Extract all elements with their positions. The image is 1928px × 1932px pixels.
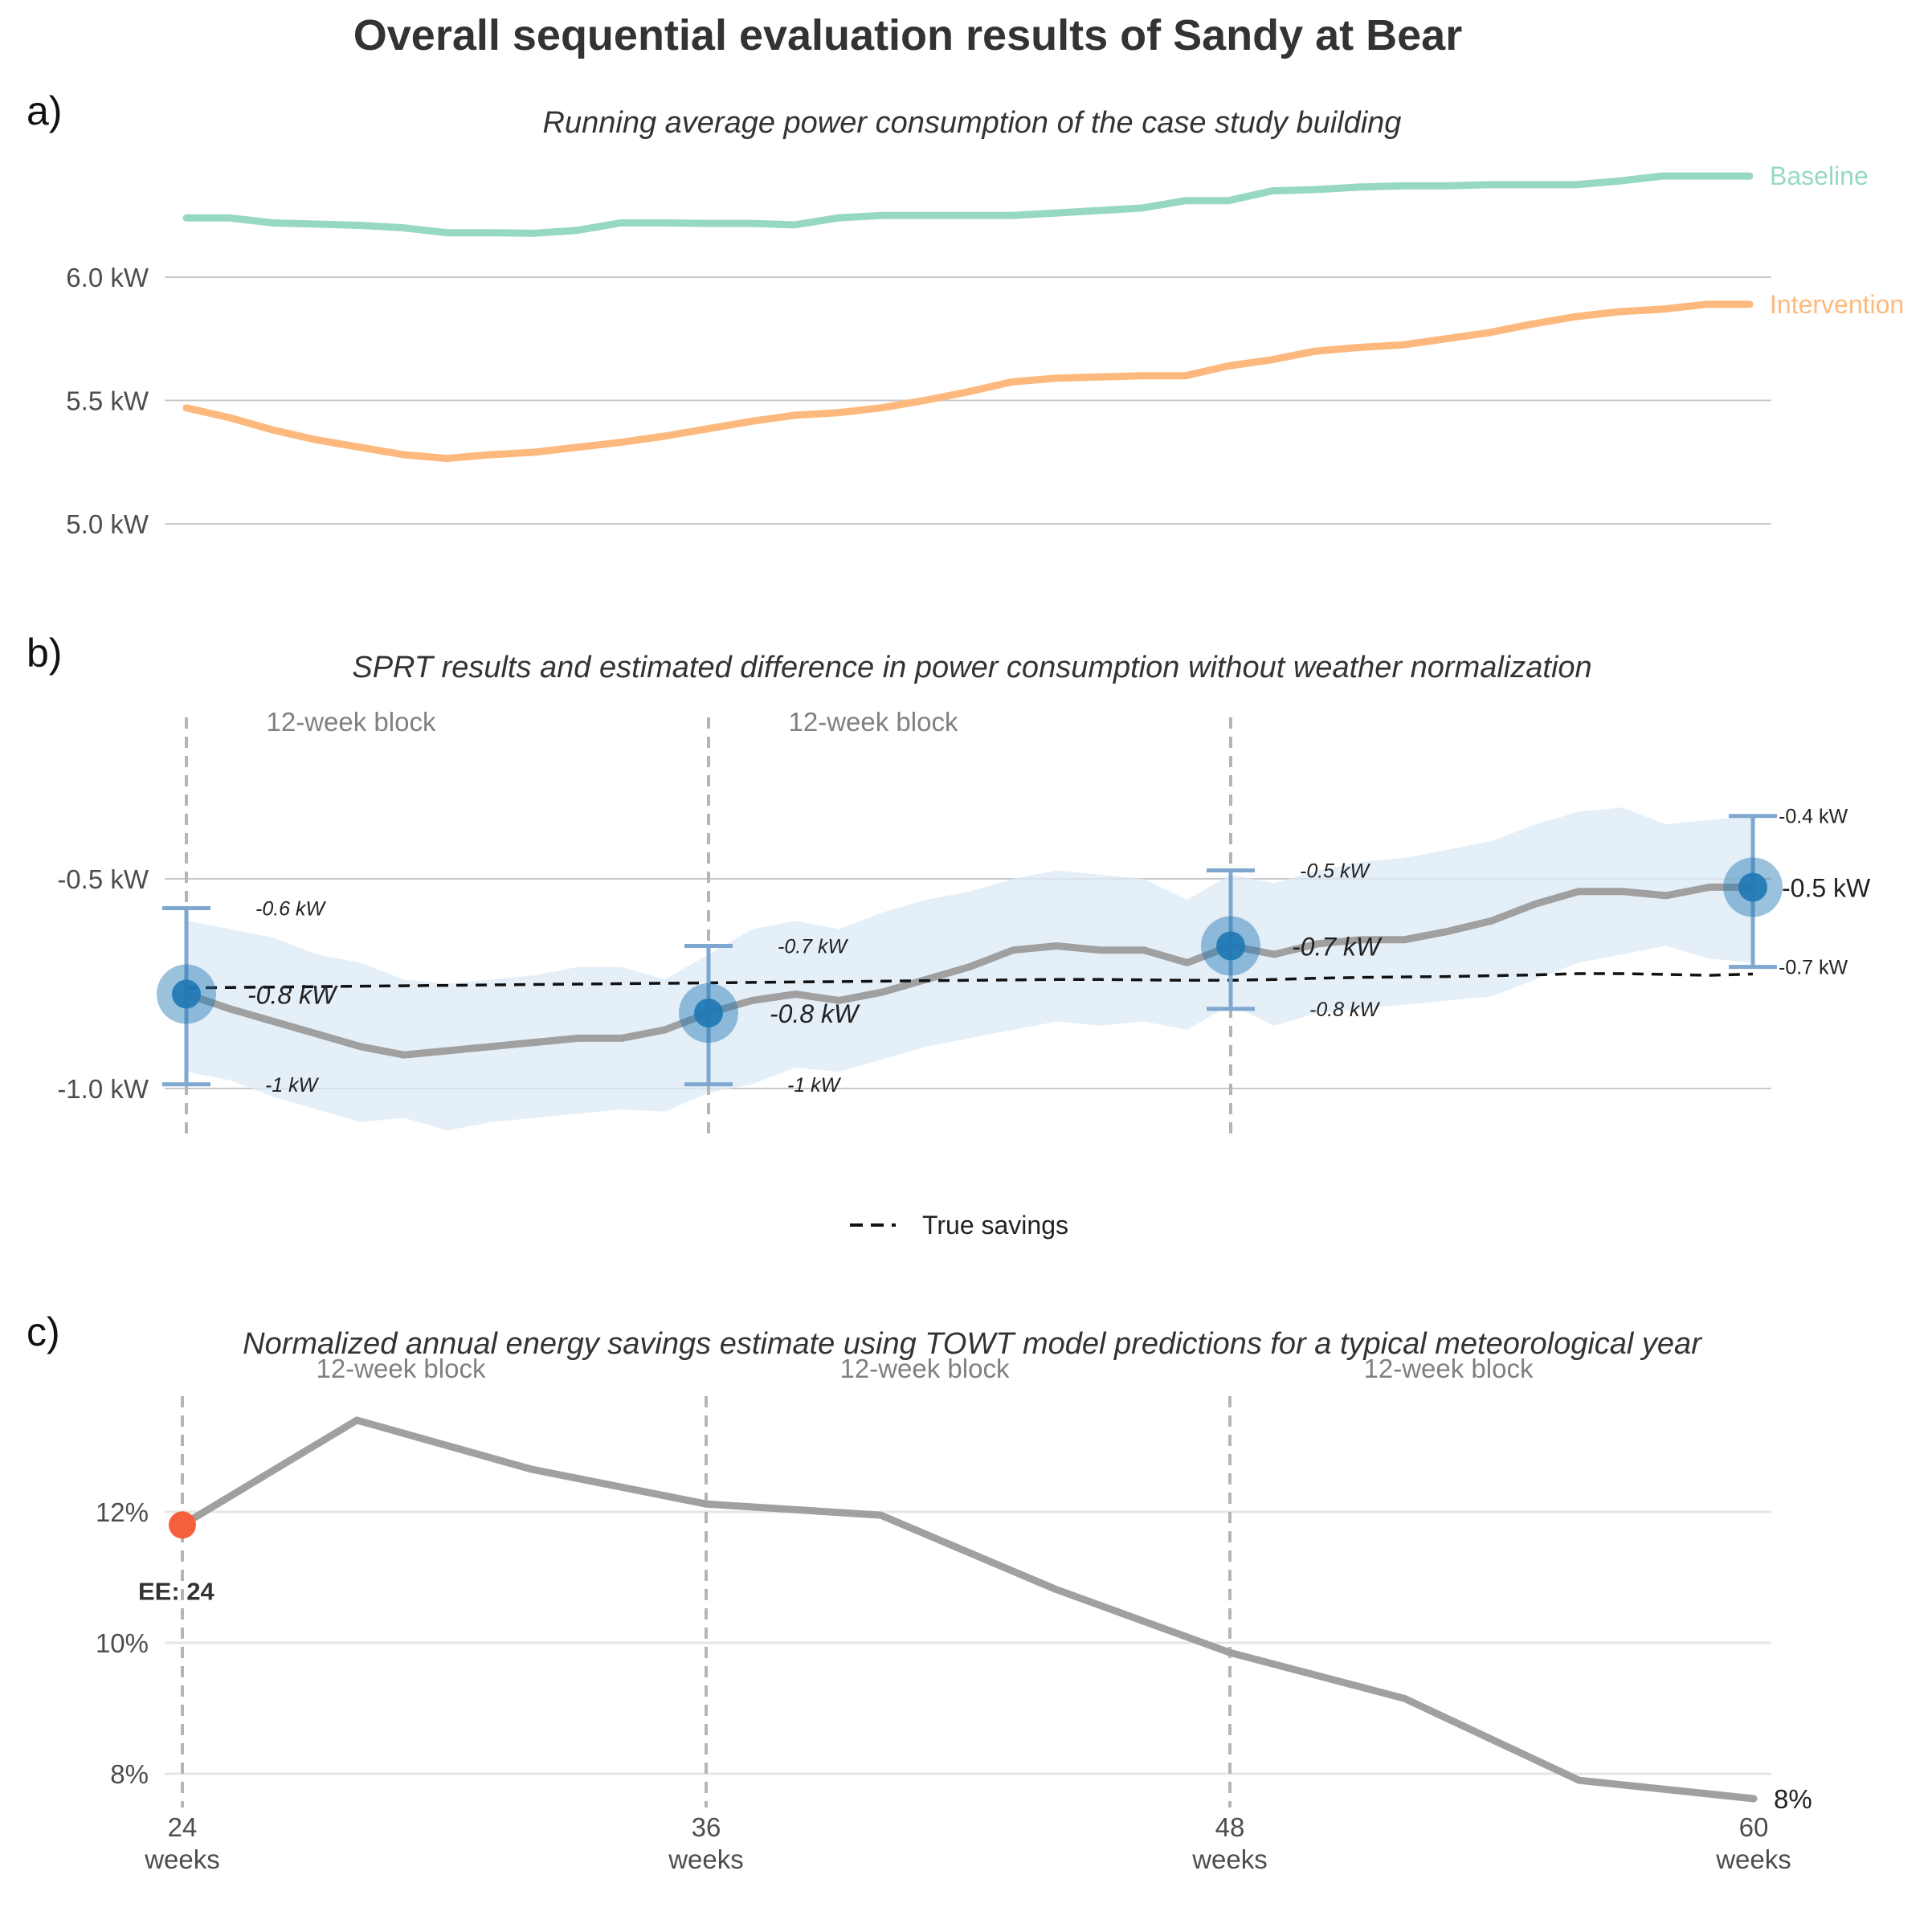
panel-b-estimate-label: -0.7 kW — [1292, 933, 1383, 962]
panel-c-xtick-label: 48 — [1215, 1812, 1245, 1842]
panel-c-xtick-unit: weeks — [1191, 1844, 1268, 1874]
panel-b-point — [1216, 931, 1245, 961]
panel-b-estimate-line — [182, 883, 1757, 1059]
panel-b-checkpoint: -0.5 kW -0.8 kW -0.7 kW — [1201, 860, 1383, 1021]
panel-b-true-savings-line — [186, 972, 1754, 990]
panel-b-estimate-label: -0.5 kW — [1782, 873, 1871, 902]
panel-b-lower-label: -0.7 kW — [1779, 957, 1848, 979]
panel-b-point — [694, 999, 723, 1028]
panel-b-ytick-label: -0.5 kW — [57, 864, 149, 894]
panel-a-subtitle: Running average power consumption of the… — [543, 106, 1402, 140]
panel-b-lower-label: -0.8 kW — [1309, 999, 1381, 1021]
panel-c-xtick-label: 24 — [168, 1812, 198, 1842]
panel-b-ytick-label: -1.0 kW — [57, 1074, 149, 1104]
panel-b-lower-label: -1 kW — [265, 1074, 320, 1097]
panel-c-letter: c) — [27, 1309, 60, 1354]
panel-c-ytick-label: 10% — [96, 1628, 149, 1658]
panel-b-checkpoint: -0.6 kW -1 kW -0.8 kW — [157, 898, 338, 1097]
panel-c-ee-label: EE: 24 — [138, 1577, 215, 1605]
panel-a-ytick-label: 5.5 kW — [66, 386, 149, 416]
panel-b-estimate-label: -0.8 kW — [247, 981, 338, 1010]
figure-title: Overall sequential evaluation results of… — [353, 11, 1462, 59]
panel-a-series-intervention-line — [182, 300, 1754, 463]
panel-c-block-label: 12-week block — [840, 1354, 1010, 1383]
panel-c-ee-point — [169, 1511, 196, 1539]
panel-c-xtick-unit: weeks — [144, 1844, 220, 1874]
panel-c: c) Normalized annual energy savings esti… — [27, 1309, 1812, 1874]
panel-c-xtick-label: 60 — [1739, 1812, 1769, 1842]
panel-b-subtitle: SPRT results and estimated difference in… — [352, 651, 1591, 684]
panel-b-point — [1738, 872, 1767, 902]
panel-b-block-label: 12-week block — [267, 707, 436, 737]
panel-a-ytick-label: 6.0 kW — [66, 263, 149, 292]
panel-b-upper-label: -0.4 kW — [1779, 806, 1848, 828]
panel-c-ytick-label: 12% — [96, 1497, 149, 1527]
panel-a-series-baseline-label: Baseline — [1770, 161, 1869, 190]
panel-b-upper-label: -0.7 kW — [778, 936, 849, 958]
panel-c-ytick-label: 8% — [110, 1759, 149, 1789]
panel-a-letter: a) — [27, 88, 62, 133]
panel-a-ytick-label: 5.0 kW — [66, 509, 149, 539]
panel-c-end-label: 8% — [1774, 1784, 1812, 1814]
panel-a-series-baseline-line — [182, 172, 1754, 237]
panel-b-block-label: 12-week block — [789, 707, 958, 737]
panel-b-upper-label: -0.5 kW — [1300, 860, 1371, 883]
panel-a-series-intervention-label: Intervention — [1770, 290, 1904, 319]
panel-b: b) SPRT results and estimated difference… — [27, 631, 1871, 1240]
panel-c-xtick-unit: weeks — [1715, 1844, 1791, 1874]
panel-c-block-label: 12-week block — [1364, 1354, 1534, 1383]
panel-c-savings-line — [178, 1416, 1758, 1803]
legend: True savings — [850, 1211, 1068, 1240]
panel-b-point — [172, 979, 201, 1009]
panel-b-lower-label: -1 kW — [787, 1074, 842, 1097]
panel-c-block-label: 12-week block — [317, 1354, 486, 1383]
panel-b-upper-label: -0.6 kW — [255, 898, 327, 921]
panel-b-checkpoint: -0.7 kW -1 kW -0.8 kW — [679, 936, 860, 1097]
panel-b-letter: b) — [27, 631, 62, 676]
panel-c-xtick-unit: weeks — [668, 1844, 744, 1874]
panel-a: a) Running average power consumption of … — [27, 88, 1904, 539]
panel-b-estimate-label: -0.8 kW — [770, 999, 860, 1028]
legend-true-savings-label: True savings — [922, 1211, 1068, 1240]
panel-c-xtick-label: 36 — [692, 1812, 721, 1842]
panel-c-subtitle: Normalized annual energy savings estimat… — [243, 1327, 1702, 1361]
panel-b-checkpoint: -0.4 kW -0.7 kW -0.5 kW — [1723, 806, 1871, 979]
